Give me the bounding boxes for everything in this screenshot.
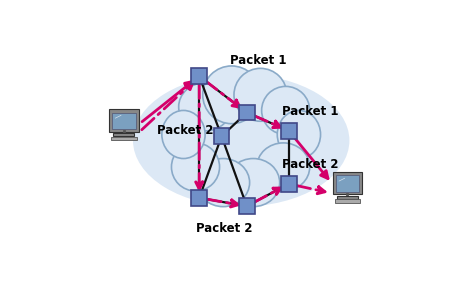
Ellipse shape [133, 74, 349, 207]
Ellipse shape [203, 66, 260, 124]
Ellipse shape [197, 158, 250, 207]
FancyBboxPatch shape [336, 175, 359, 192]
FancyBboxPatch shape [214, 128, 229, 144]
FancyBboxPatch shape [333, 172, 362, 194]
FancyBboxPatch shape [239, 198, 255, 214]
FancyBboxPatch shape [112, 112, 136, 129]
FancyBboxPatch shape [335, 200, 360, 203]
Text: Packet 1: Packet 1 [282, 105, 338, 118]
Ellipse shape [277, 110, 320, 158]
FancyBboxPatch shape [281, 176, 297, 192]
Text: Packet 2: Packet 2 [157, 124, 214, 137]
FancyBboxPatch shape [113, 133, 134, 136]
FancyBboxPatch shape [337, 196, 358, 199]
Ellipse shape [172, 143, 219, 191]
FancyBboxPatch shape [281, 123, 297, 139]
Ellipse shape [257, 143, 310, 191]
Ellipse shape [227, 158, 280, 207]
FancyBboxPatch shape [111, 137, 137, 140]
Ellipse shape [179, 83, 232, 131]
FancyBboxPatch shape [191, 190, 207, 206]
Ellipse shape [162, 110, 205, 158]
Ellipse shape [262, 86, 310, 135]
FancyBboxPatch shape [109, 109, 138, 132]
Text: Packet 2: Packet 2 [196, 222, 253, 235]
FancyBboxPatch shape [191, 68, 207, 84]
Text: Packet 1: Packet 1 [230, 54, 286, 67]
FancyBboxPatch shape [239, 105, 255, 120]
Ellipse shape [234, 68, 287, 121]
Text: Packet 2: Packet 2 [282, 158, 338, 171]
